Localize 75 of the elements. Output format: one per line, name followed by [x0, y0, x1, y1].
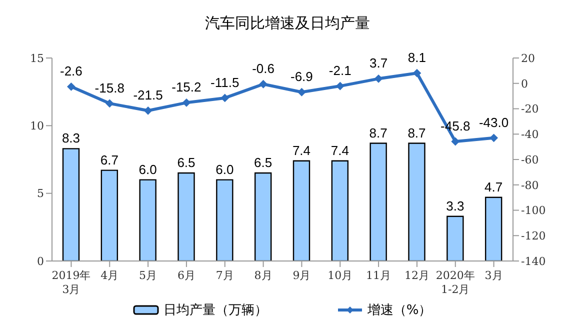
y2-tick-label: -60	[521, 153, 539, 166]
point	[412, 69, 421, 78]
data-label: 6.0	[138, 162, 157, 177]
point	[374, 74, 383, 83]
point	[106, 99, 114, 108]
y2-tick-label: 0	[521, 77, 528, 90]
data-label: 3.7	[370, 56, 388, 71]
data-label: 7.4	[292, 142, 311, 158]
x-tick-label: 8月	[254, 269, 272, 282]
x-tick-label: 10月	[328, 269, 353, 282]
y2-tick-label: -100	[521, 204, 546, 218]
bar	[216, 179, 234, 261]
x-tick-label: 11月	[366, 269, 392, 282]
x-tick-label: 7月	[216, 269, 234, 282]
data-label: 6.7	[100, 152, 118, 168]
y2-tick-label: 20	[521, 52, 535, 65]
data-label: -0.6	[252, 61, 274, 76]
bar	[331, 160, 349, 261]
point	[182, 98, 190, 107]
data-label: 8.1	[408, 50, 426, 66]
bar	[484, 196, 502, 261]
legend-label: 增速（%）	[367, 302, 432, 319]
bar	[370, 142, 387, 261]
data-label: 8.7	[408, 125, 426, 140]
x-tick-label: 6月	[177, 269, 196, 282]
point	[259, 80, 268, 88]
point	[336, 82, 344, 90]
point	[298, 88, 306, 96]
data-label: 4.7	[484, 179, 503, 194]
bar	[100, 170, 118, 261]
x-tick-label: 9月	[292, 269, 311, 282]
y-tick-label: 10	[30, 120, 44, 133]
bar	[446, 216, 464, 261]
data-label: -6.9	[290, 69, 313, 84]
data-label: 3.3	[446, 198, 464, 214]
data-label: -2.1	[328, 63, 352, 78]
bar	[408, 142, 426, 261]
data-label: -21.5	[133, 88, 163, 103]
point	[451, 137, 460, 146]
x-tick-label: 2020年 1-2月	[436, 269, 475, 296]
x-tick-label: 12月	[404, 269, 430, 282]
chart-title: 汽车同比增速及日均产量	[204, 13, 371, 34]
bar	[139, 179, 156, 261]
x-tick-label: 5月	[139, 269, 158, 282]
data-label: -15.2	[172, 80, 202, 95]
data-label: 6.5	[254, 155, 272, 170]
data-label: 8.3	[62, 130, 80, 146]
point	[144, 106, 152, 115]
y2-tick-label: -120	[521, 230, 546, 243]
data-label: -43.0	[478, 114, 509, 130]
x-tick-label: 4月	[100, 269, 119, 282]
y-tick-label: 5	[37, 187, 44, 200]
y2-tick-label: -80	[521, 178, 539, 192]
legend-label: 日均产量（万辆）	[163, 302, 268, 319]
bar	[178, 172, 195, 261]
point	[220, 94, 229, 102]
data-label: -2.6	[60, 64, 82, 79]
bar	[292, 160, 310, 261]
point	[490, 134, 498, 142]
x-tick-label: 2019年 3月	[52, 269, 91, 296]
data-label: -11.5	[210, 74, 240, 90]
y-tick-label: 15	[30, 52, 44, 65]
data-label: 7.4	[330, 142, 349, 158]
data-label: 6.0	[216, 162, 234, 177]
y2-tick-label: -20	[521, 102, 539, 116]
bar	[254, 172, 272, 261]
y2-tick-label: -140	[521, 254, 546, 268]
x-tick-label: 3月	[484, 269, 503, 282]
data-label: -15.8	[94, 80, 124, 96]
data-label: 6.5	[177, 155, 196, 170]
y-tick-label: 0	[37, 254, 44, 268]
bar	[62, 148, 80, 261]
y2-tick-label: -40	[521, 128, 539, 142]
data-label: 8.7	[369, 125, 388, 140]
point	[67, 82, 76, 91]
